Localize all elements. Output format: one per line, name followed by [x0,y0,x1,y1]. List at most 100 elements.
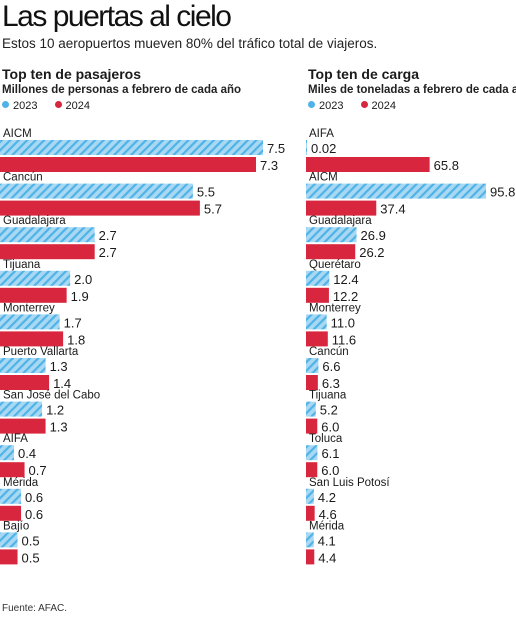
category-label: San Luis Potosí [309,477,390,489]
bar-2024 [0,244,95,260]
value-label-2024: 7.3 [260,158,278,173]
bar-2023 [0,445,15,461]
category-label: Monterrey [309,302,361,314]
bar-2023 [306,140,307,155]
value-label-2024: 1.8 [67,332,85,347]
value-label-2023: 0.6 [25,490,43,505]
bar-2024 [0,375,50,390]
value-label-2024: 0.6 [25,507,43,522]
legend-dot-2023 [308,101,315,108]
value-label-2023: 0.02 [311,141,336,156]
bar-2023 [0,270,71,286]
value-label-2023: 12.4 [333,272,358,287]
cargo-panel: Top ten de carga Miles de toneladas a fe… [306,64,516,594]
bar-2024 [306,157,430,172]
category-label: Guadalajara [3,215,66,227]
bar-2024 [0,418,46,434]
legend-label-2024: 2024 [65,100,91,112]
category-label: AIFA [3,433,28,445]
value-label-2024: 65.8 [434,158,459,173]
value-label-2024: 26.2 [359,245,384,260]
value-label-2024: 37.4 [380,202,405,217]
passengers-chart-subtitle: Millones de personas a febrero de cada a… [2,84,242,96]
value-label-2024: 0.7 [29,463,47,478]
value-label-2023: 5.2 [320,403,338,418]
bar-2024 [0,287,67,303]
value-label-2024: 1.3 [50,420,68,435]
value-label-2024: 6.3 [322,376,340,391]
value-label-2024: 0.5 [22,550,40,565]
passengers-panel: Top ten de pasajeros Millones de persona… [0,64,290,594]
category-label: Monterrey [3,302,55,314]
value-label-2023: 6.1 [321,446,339,461]
source-note: Fuente: AFAC. [2,603,68,614]
page-title: Las puertas al cielo [2,0,232,33]
legend-label-2024: 2024 [371,100,397,112]
category-label: Cancún [3,172,43,184]
category-label: Tijuana [3,259,41,271]
value-label-2024: 4.6 [319,507,337,522]
bar-2024 [0,549,18,565]
category-label: AIFA [309,128,334,140]
value-label-2023: 2.0 [74,272,92,287]
cargo-chart-subtitle: Miles de toneladas a febrero de cada año [308,84,516,96]
bar-2023 [306,227,357,243]
bar-2024 [0,331,64,347]
bar-2023 [0,532,18,548]
category-label: Mérida [309,520,345,532]
bar-2023 [0,358,46,373]
bar-2024 [0,462,25,478]
legend-item-2024: 2024 [54,100,91,112]
value-label-2023: 7.5 [267,141,285,156]
cargo-legend: 2023 2024 [308,100,410,112]
bar-2023 [0,401,43,417]
page-subtitle: Estos 10 aeropuertos mueven 80% del tráf… [2,36,378,51]
bar-2024 [306,287,329,303]
bar-2023 [0,183,193,199]
bar-2023 [306,488,314,504]
value-label-2023: 4.2 [318,490,336,505]
category-label: Querétaro [309,259,361,271]
bar-2023 [306,532,314,548]
value-label-2023: 11.0 [331,315,355,330]
legend-dot-2024 [360,101,368,108]
value-label-2023: 0.5 [22,533,40,548]
category-label: Cancún [309,346,349,358]
value-label-2024: 6.0 [321,420,339,435]
bar-2024 [306,375,318,390]
bar-2024 [306,462,318,478]
value-label-2024: 4.4 [318,550,336,565]
value-label-2023: 1.7 [64,315,82,330]
value-label-2024: 12.2 [333,289,358,304]
category-label: Tijuana [309,390,347,402]
bar-2023 [306,270,330,286]
value-label-2023: 26.9 [361,228,386,243]
bar-2024 [306,331,328,347]
bar-2024 [0,505,22,521]
bar-2024 [306,549,315,565]
value-label-2024: 1.4 [53,376,71,391]
passengers-chart-title: Top ten de pasajeros [2,66,141,82]
bar-2023 [0,488,22,504]
value-label-2023: 1.2 [46,403,64,418]
bar-2023 [306,314,327,330]
category-label: Mérida [3,477,39,489]
category-label: Guadalajara [309,215,372,227]
bar-2024 [306,200,377,216]
category-label: AICM [309,172,338,184]
legend-dot-2024 [54,101,62,108]
bar-2023 [0,227,95,243]
bar-2024 [306,244,356,260]
legend-label-2023: 2023 [13,100,38,112]
bar-2024 [306,418,318,434]
category-label: AICM [3,128,32,140]
bar-2023 [0,314,60,330]
value-label-2023: 5.5 [197,185,215,200]
bar-2023 [306,358,319,373]
bar-2023 [306,401,316,417]
legend-item-2024: 2024 [360,100,397,112]
bar-2024 [0,200,200,216]
value-label-2023: 2.7 [99,228,117,243]
bar-2024 [306,505,315,521]
